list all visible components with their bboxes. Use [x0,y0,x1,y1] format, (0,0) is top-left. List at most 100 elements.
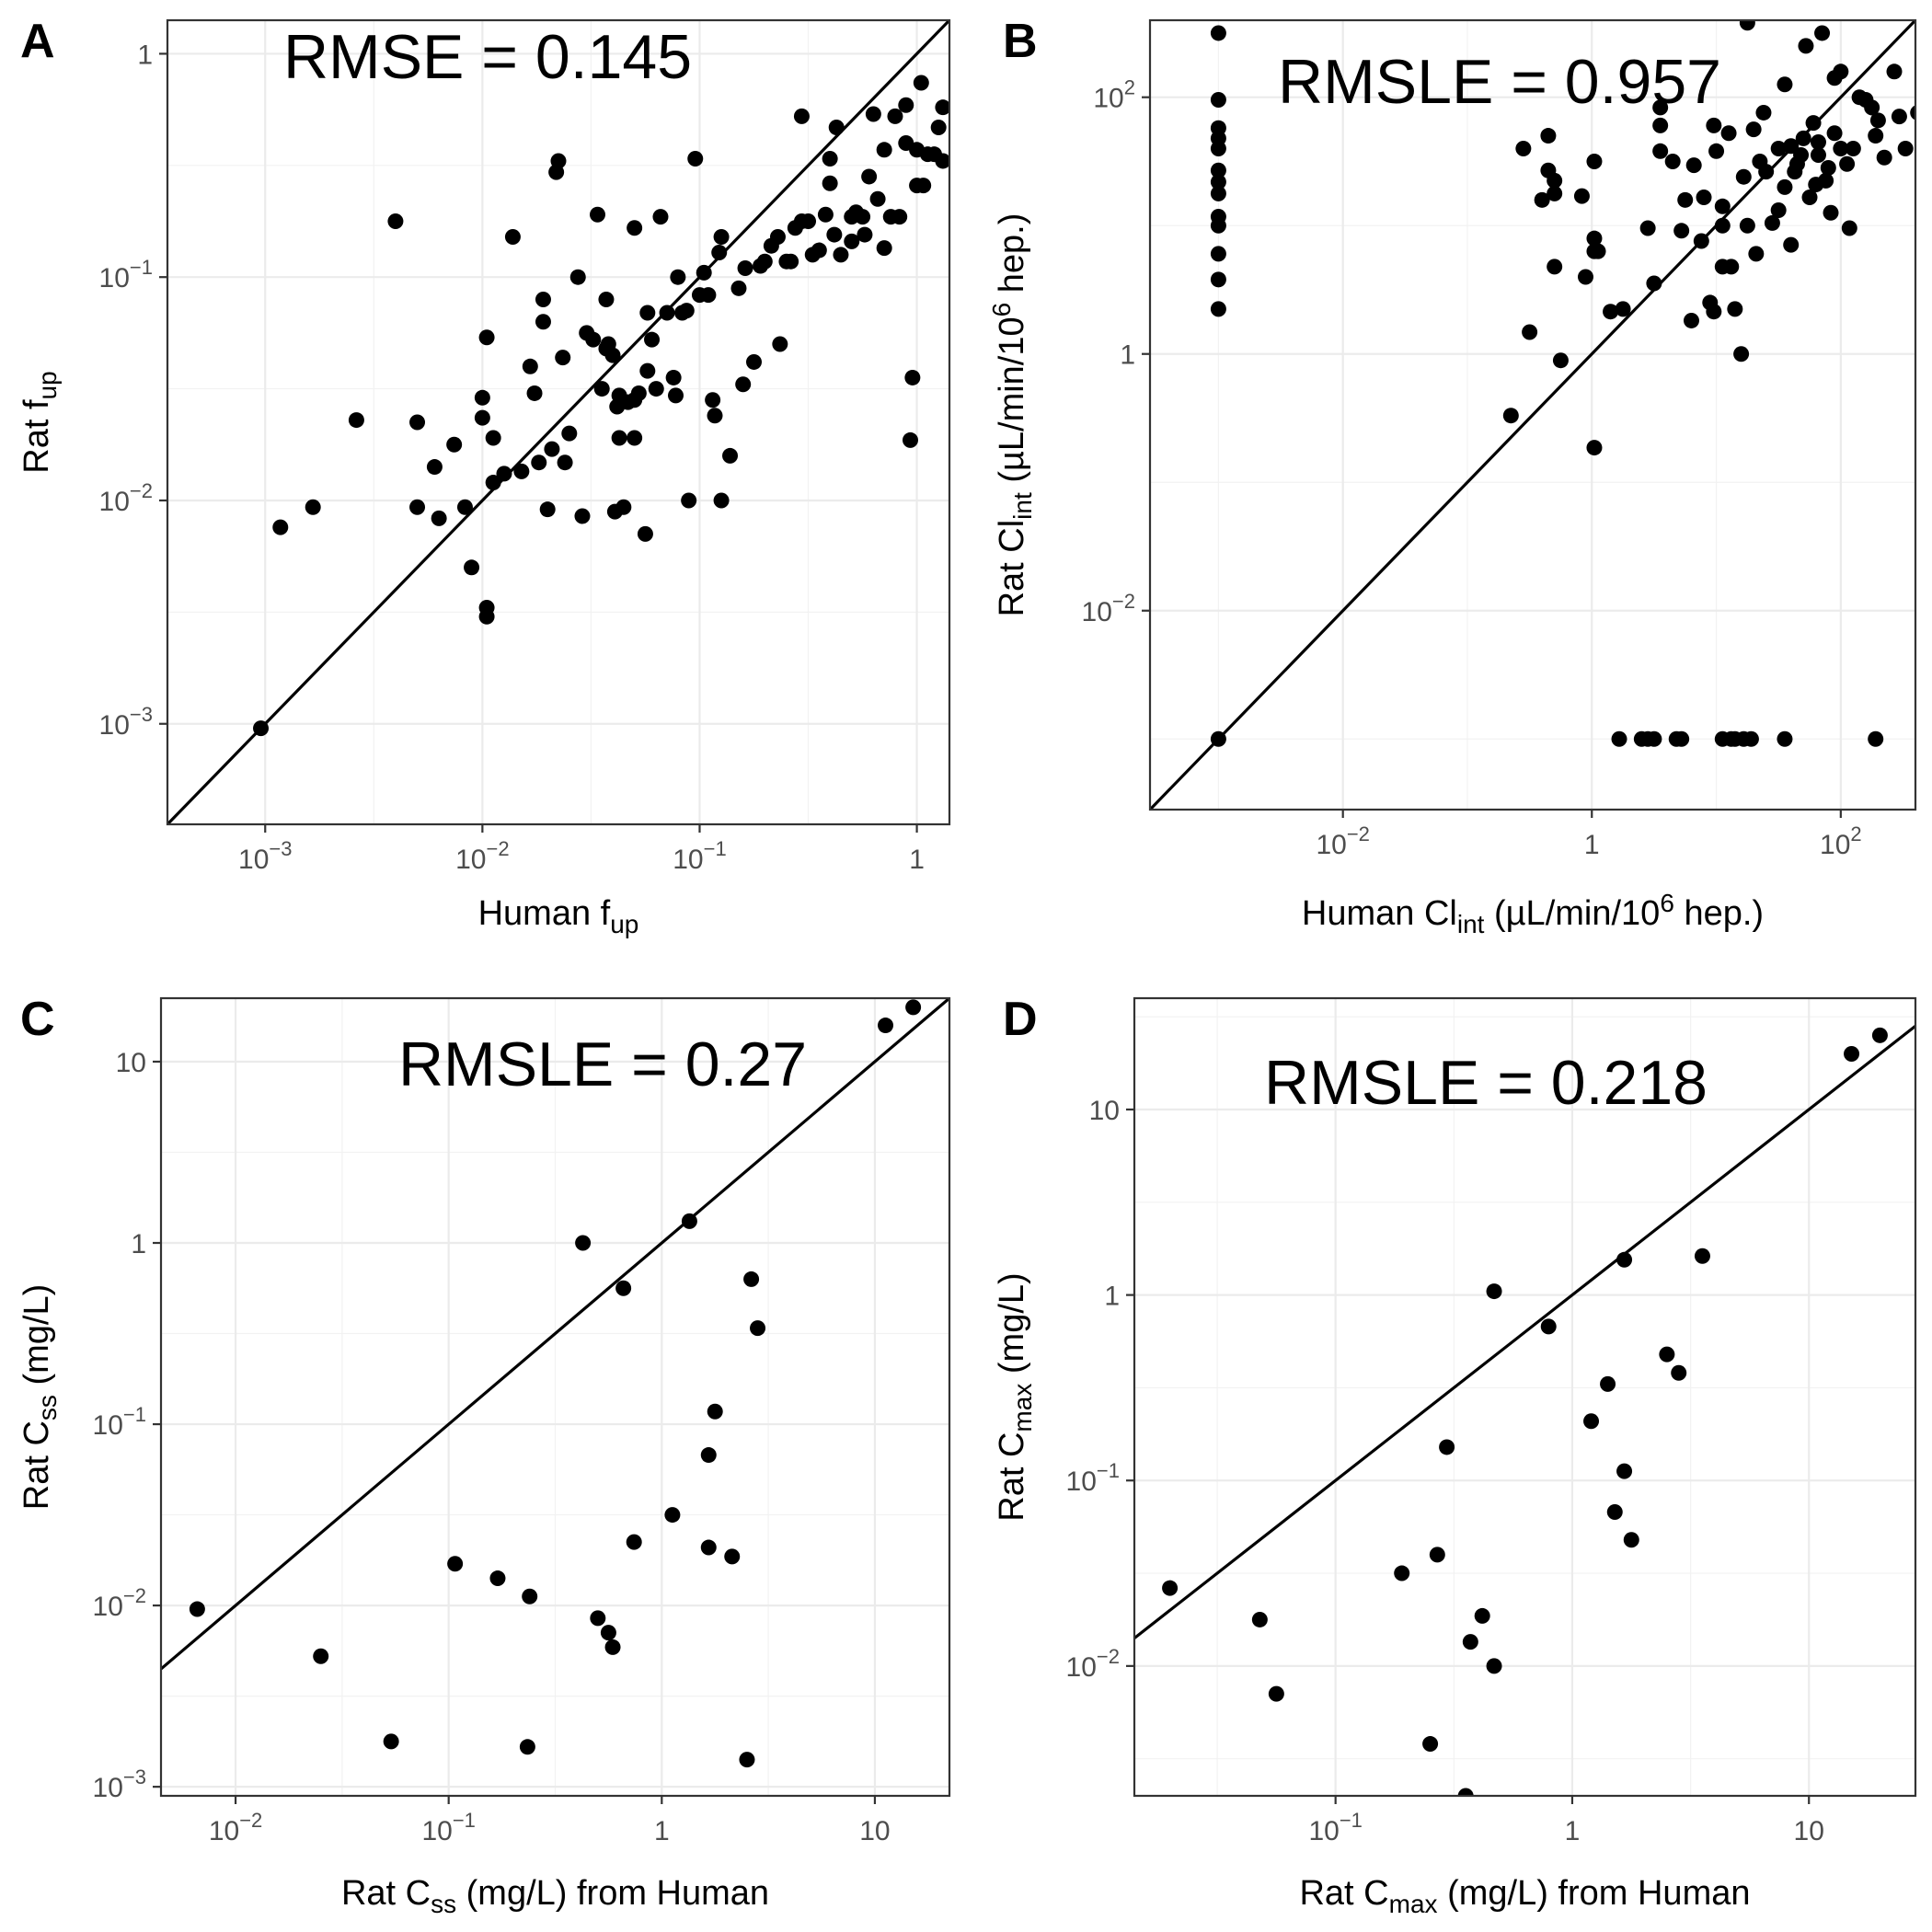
scatter-point [670,269,686,285]
scatter-point [739,1752,755,1768]
scatter-point [431,510,447,526]
scatter-point [822,175,838,191]
x-tick-label: 10−2 [455,837,509,875]
scatter-point [1586,440,1603,456]
scatter-point [1462,1634,1478,1650]
scatter-point [855,209,871,225]
scatter-point [1577,269,1593,285]
scatter-point [519,1739,535,1755]
scatter-point [833,247,849,263]
scatter-point [1251,1611,1268,1627]
scatter-point [464,559,480,576]
scatter-point [905,999,922,1016]
scatter-point [604,347,621,363]
metric-annotation: RMSLE = 0.27 [398,1029,807,1099]
scatter-point [526,385,543,401]
x-tick-label: 1 [909,845,925,875]
x-tick-label: 10−2 [209,1809,262,1846]
scatter-point [1677,191,1694,208]
scatter-point [1683,312,1699,328]
scatter-point [637,525,653,542]
scatter-point [1706,304,1722,320]
metric-annotation: RMSLE = 0.218 [1264,1048,1708,1118]
scatter-point [887,108,903,124]
scatter-point [1502,408,1519,424]
y-tick-label: 1 [137,40,153,70]
scatter-point [722,447,739,464]
scatter-point [750,1320,766,1337]
x-tick-label: 10 [859,1816,890,1846]
scatter-point [735,376,752,393]
scatter-point [1770,141,1787,157]
panel-border [1148,18,1917,811]
scatter-point [1910,105,1915,121]
scatter-point [783,253,799,270]
scatter-point [1823,204,1839,221]
scatter-point [913,75,929,91]
scatter-point [1777,76,1793,93]
scatter-point [1210,271,1226,288]
scatter-point [1739,217,1755,234]
scatter-point [522,358,538,374]
scatter-point [189,1601,205,1617]
scatter-point [555,350,571,366]
x-tick-label: 10−3 [238,837,292,875]
scatter-point [1540,1318,1557,1335]
scatter-point [447,1556,464,1572]
scatter-point [639,362,656,379]
scatter-point [678,303,695,319]
scatter-point [409,414,426,431]
metric-annotation: RMSLE = 0.957 [1278,47,1721,117]
y-tick-label: 10−2 [99,479,153,517]
scatter-point [865,106,881,122]
scatter-point [1522,324,1538,340]
x-tick-label: 1 [654,1816,670,1846]
scatter-point [1841,220,1857,236]
scatter-point [817,206,834,223]
scatter-point [253,720,270,737]
scatter-point [668,387,684,404]
scatter-point [1798,38,1814,54]
panel-border [1133,996,1917,1798]
identity-line [161,998,949,1672]
scatter-point [1685,157,1702,174]
scatter-point [575,1235,592,1251]
scatter-point [1671,1364,1687,1381]
scatter-point [1801,190,1818,206]
scatter-point [1659,1346,1675,1363]
scatter-point [756,253,773,270]
scatter-point [639,305,656,321]
scatter-point [1606,1504,1623,1521]
scatter-point [1210,162,1226,178]
scatter-point [1210,91,1226,108]
scatter-point [1210,174,1226,190]
scatter-point [1868,128,1884,144]
x-tick-label: 1 [1565,1816,1581,1846]
scatter-point [1844,1045,1860,1062]
scatter-point [1833,141,1849,157]
x-tick-label: 102 [1820,822,1862,860]
scatter-point [489,1570,506,1587]
scatter-point [713,492,730,509]
scatter-point [544,441,560,457]
scatter-point [800,213,817,229]
scatter-point [1547,185,1563,201]
scatter-point [1486,1658,1502,1674]
scatter-point [665,369,682,385]
scatter-point [474,389,490,406]
scatter-point [861,168,878,185]
scatter-point [615,1280,632,1296]
scatter-point [383,1733,399,1750]
panel-letter: B [1003,15,1038,68]
scatter-point [531,454,547,471]
scatter-point [1590,243,1606,259]
scatter-point [1210,730,1226,747]
scatter-point [478,600,495,616]
scatter-point [724,1548,741,1565]
scatter-point [627,430,643,446]
x-tick-label: 10−1 [421,1809,475,1846]
scatter-point [569,269,586,285]
scatter-point [1646,275,1662,292]
scatter-point [1810,134,1826,151]
scatter-point [1739,20,1755,31]
